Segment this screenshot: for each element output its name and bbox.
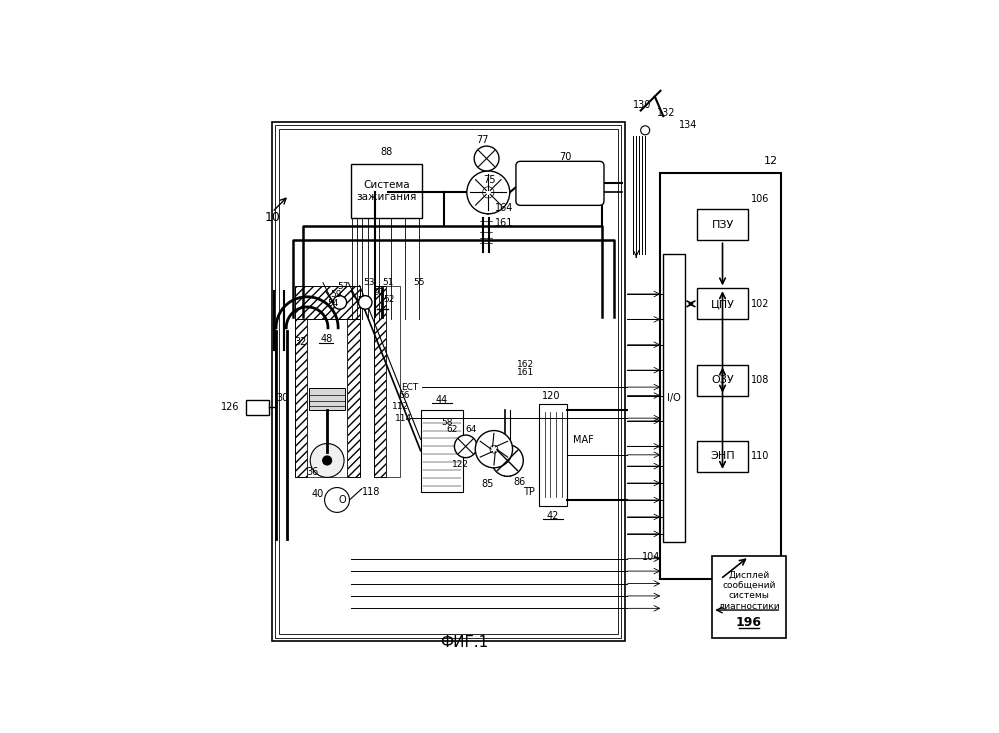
Bar [272, 122, 624, 641]
Bar [660, 173, 781, 579]
Bar [421, 410, 463, 492]
Bar [712, 556, 786, 638]
Text: 164: 164 [496, 202, 513, 213]
Text: 55: 55 [414, 279, 425, 287]
Text: 75: 75 [484, 175, 496, 185]
Circle shape [492, 445, 523, 476]
Circle shape [455, 435, 477, 457]
Text: O: O [339, 495, 347, 505]
Text: 40: 40 [311, 490, 324, 499]
Text: 122: 122 [452, 460, 469, 469]
Text: ФИГ.1: ФИГ.1 [440, 635, 489, 649]
Bar [539, 404, 567, 506]
Text: 92: 92 [374, 288, 385, 297]
Text: 114: 114 [396, 413, 413, 423]
Text: ПЗУ: ПЗУ [711, 220, 733, 230]
Text: 118: 118 [363, 487, 381, 496]
Text: 161: 161 [516, 369, 533, 377]
Bar [348, 320, 360, 477]
Bar [295, 320, 307, 477]
Text: ТР: ТР [522, 487, 534, 496]
Text: 104: 104 [642, 553, 660, 562]
Bar [663, 254, 684, 542]
Text: 106: 106 [750, 194, 769, 204]
Bar [387, 286, 401, 477]
Text: ОЗУ: ОЗУ [711, 375, 734, 385]
Bar [374, 286, 387, 477]
Bar [246, 399, 270, 416]
Text: 85: 85 [481, 479, 494, 489]
Text: 48: 48 [320, 334, 333, 344]
Circle shape [333, 295, 347, 309]
Text: 66: 66 [398, 391, 410, 400]
Text: 132: 132 [657, 108, 675, 118]
Text: 112: 112 [393, 402, 410, 411]
Text: 54: 54 [328, 299, 339, 308]
Bar [351, 164, 422, 218]
Text: 88: 88 [381, 147, 393, 158]
Text: MAF: MAF [573, 435, 593, 445]
Text: Система
зажигания: Система зажигания [357, 180, 417, 202]
Text: 110: 110 [750, 452, 769, 461]
Bar [697, 288, 748, 320]
Circle shape [311, 443, 344, 477]
Bar [697, 210, 748, 240]
Circle shape [467, 171, 509, 214]
Text: 130: 130 [633, 100, 651, 110]
Text: 126: 126 [222, 402, 240, 413]
Text: 162: 162 [516, 360, 533, 369]
Text: 30: 30 [277, 394, 289, 403]
Text: 51: 51 [383, 279, 394, 287]
Circle shape [359, 295, 372, 309]
Text: 59: 59 [330, 290, 342, 299]
Text: 10: 10 [265, 211, 281, 224]
Text: 134: 134 [678, 119, 697, 130]
Text: 58: 58 [442, 418, 453, 427]
Bar [276, 125, 621, 638]
Circle shape [475, 146, 500, 171]
Text: 108: 108 [750, 375, 769, 385]
Circle shape [323, 456, 332, 465]
Text: 12: 12 [764, 156, 778, 166]
Bar [295, 285, 360, 320]
Text: 102: 102 [750, 299, 769, 309]
Text: ЦПУ: ЦПУ [710, 299, 734, 309]
Bar [279, 128, 618, 634]
Text: 52: 52 [384, 295, 395, 304]
Text: 70: 70 [559, 152, 571, 163]
Text: 62: 62 [447, 425, 458, 434]
Text: 53: 53 [363, 279, 375, 287]
FancyBboxPatch shape [515, 161, 604, 205]
Text: ЭНП: ЭНП [710, 452, 735, 461]
Text: 86: 86 [513, 477, 525, 487]
Circle shape [640, 126, 649, 135]
Text: I/O: I/O [667, 394, 681, 403]
Text: 120: 120 [541, 391, 560, 400]
Text: 57: 57 [337, 282, 349, 291]
Bar [307, 320, 348, 477]
Text: 161: 161 [496, 218, 513, 229]
Bar [697, 364, 748, 396]
Circle shape [325, 487, 350, 512]
Text: ЕСТ: ЕСТ [401, 383, 418, 391]
Text: Дисплей
сообщений
системы
диагностики: Дисплей сообщений системы диагностики [718, 570, 780, 611]
Text: 42: 42 [547, 511, 559, 520]
Text: 77: 77 [476, 136, 489, 145]
Text: 44: 44 [436, 394, 448, 405]
Bar [309, 388, 346, 410]
Text: 64: 64 [466, 425, 478, 434]
Circle shape [476, 430, 512, 468]
Text: 32: 32 [295, 337, 307, 347]
Bar [697, 441, 748, 472]
Text: 36: 36 [307, 467, 319, 476]
Text: 196: 196 [736, 616, 762, 629]
